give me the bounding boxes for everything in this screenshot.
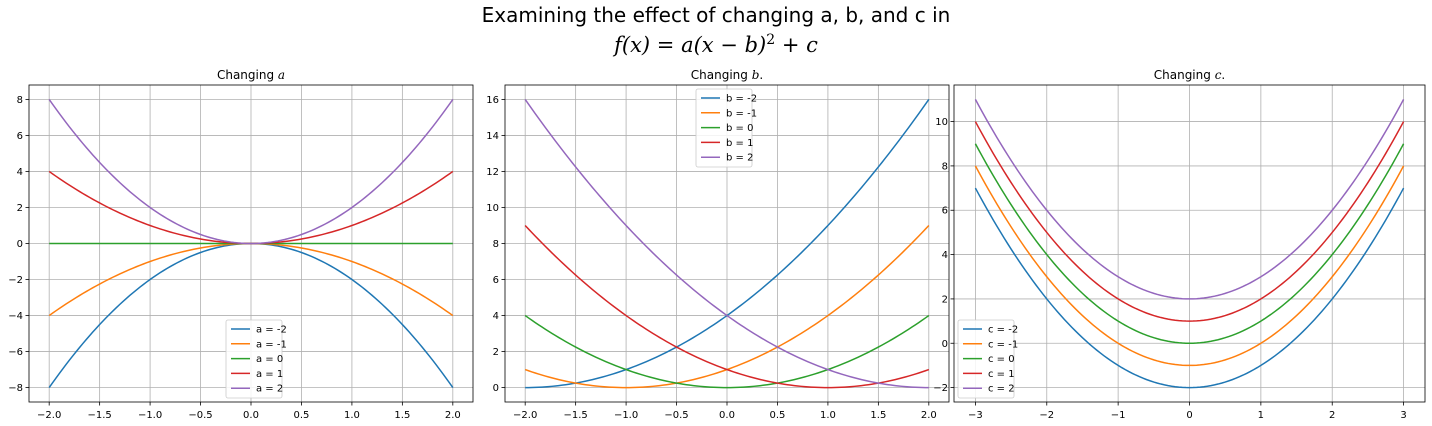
y-tick-label: 8 (17, 95, 23, 106)
legend-label-2: a = -1 (256, 339, 287, 350)
x-tick-label: 2 (1329, 410, 1335, 421)
y-tick-label: 10 (486, 203, 499, 214)
x-tick-label: −2.0 (513, 410, 537, 421)
x-tick-label: 1.0 (820, 410, 836, 421)
series-line-5 (524, 98, 929, 389)
x-tick-label: −1.0 (614, 410, 638, 421)
legend-label-3: c = 0 (988, 354, 1015, 365)
y-tick-label: 8 (942, 161, 948, 172)
legend-box (695, 88, 753, 168)
series-line-5 (974, 99, 1405, 300)
x-tick-label: 0.5 (770, 410, 786, 421)
x-tick-label: 2.0 (921, 410, 937, 421)
y-tick-label: 4 (493, 311, 499, 322)
series-line-3 (524, 314, 930, 389)
formula-exponent: 2 (766, 32, 776, 48)
series-line-1 (974, 187, 1405, 389)
legend-box (225, 319, 283, 399)
x-tick-label: −2 (1039, 410, 1054, 421)
legend-label-1: c = -2 (988, 325, 1018, 336)
legend: a = -2 a = -1 a = 0 a = 1 a = 2 (225, 319, 287, 399)
y-tick-label: 8 (493, 239, 499, 250)
legend-label-4: b = 1 (726, 138, 753, 149)
series-line-4 (524, 224, 930, 389)
subplot-1: −2.0 −1.5 −1.0 −0.5 0.0 0.5 1.0 1.5 2.0 −8 −6 −4 −2 0… (8, 68, 474, 421)
y-tick-label: 14 (486, 131, 499, 142)
y-tick-label: 0 (17, 239, 23, 250)
formula-rhs: + c (775, 33, 818, 57)
formula-lhs: f(x) = a(x − b) (614, 33, 767, 57)
x-tick-label: 2.0 (445, 410, 461, 421)
legend: b = -2 b = -1 b = 0 b = 1 b = 2 (695, 88, 757, 168)
y-tick-label: 4 (942, 250, 948, 261)
legend: c = -2 c = -1 c = 0 c = 1 c = 2 (957, 319, 1018, 399)
y-tick-label: 6 (17, 131, 23, 142)
subplot-title: Changing c. (1154, 68, 1226, 82)
legend-label-3: b = 0 (726, 123, 753, 134)
x-tick-label: −0.5 (664, 410, 688, 421)
x-tick-label: −3 (968, 410, 983, 421)
subplot-title: Changing a (217, 68, 285, 82)
y-tick-label: −2 (933, 383, 948, 394)
x-tick-label: 1.0 (344, 410, 360, 421)
x-tick-label: −1.5 (87, 410, 111, 421)
y-tick-label: 16 (486, 95, 499, 106)
legend-label-2: b = -1 (726, 108, 757, 119)
series-line-2 (974, 165, 1405, 367)
y-tick-label: 10 (935, 117, 948, 128)
figure-title: Examining the effect of changing a, b, a… (0, 3, 1432, 58)
legend-label-5: c = 2 (988, 384, 1015, 395)
y-tick-label: 6 (942, 206, 948, 217)
x-tick-label: 1 (1258, 410, 1264, 421)
legend-label-1: a = -2 (256, 325, 287, 336)
legend-box (957, 319, 1015, 399)
x-tick-label: −1.0 (138, 410, 162, 421)
y-tick-label: 0 (942, 339, 948, 350)
y-tick-label: −6 (8, 347, 23, 358)
legend-label-3: a = 0 (256, 354, 283, 365)
x-tick-label: 1.5 (394, 410, 410, 421)
subplot-2: −2.0 −1.5 −1.0 −0.5 0.0 0.5 1.0 1.5 2.0 0 2 4 6 8 10 12… (486, 68, 950, 421)
y-tick-label: 12 (486, 167, 499, 178)
x-tick-label: −1 (1111, 410, 1126, 421)
legend-label-4: a = 1 (256, 369, 283, 380)
subplot-title: Changing b. (691, 68, 763, 82)
y-tick-label: 2 (17, 203, 23, 214)
legend-label-5: a = 2 (256, 384, 283, 395)
x-tick-label: 0.5 (294, 410, 310, 421)
x-tick-label: −1.5 (563, 410, 587, 421)
y-tick-label: 2 (493, 347, 499, 358)
x-tick-label: 0.0 (719, 410, 735, 421)
y-tick-label: 6 (493, 275, 499, 286)
series-line-5 (48, 98, 454, 245)
figure-title-formula: f(x) = a(x − b)2 + c (0, 27, 1432, 58)
x-tick-label: −2.0 (37, 410, 61, 421)
series-line-3 (974, 143, 1405, 345)
x-tick-label: 0 (1186, 410, 1192, 421)
legend-label-1: b = -2 (726, 94, 757, 105)
y-tick-label: −4 (8, 311, 23, 322)
y-tick-label: 2 (942, 294, 948, 305)
figure-title-line1: Examining the effect of changing a, b, a… (481, 3, 951, 27)
y-tick-label: 0 (493, 383, 499, 394)
x-tick-label: 3 (1400, 410, 1406, 421)
x-tick-label: −0.5 (188, 410, 212, 421)
y-tick-label: −8 (8, 383, 23, 394)
x-tick-label: 1.5 (870, 410, 886, 421)
y-tick-label: 4 (17, 167, 23, 178)
y-tick-label: −2 (8, 275, 23, 286)
series-line-4 (974, 121, 1405, 322)
legend-label-2: c = -1 (988, 339, 1018, 350)
x-tick-label: 0.0 (243, 410, 259, 421)
legend-label-4: c = 1 (988, 369, 1015, 380)
legend-label-5: b = 2 (726, 153, 753, 164)
